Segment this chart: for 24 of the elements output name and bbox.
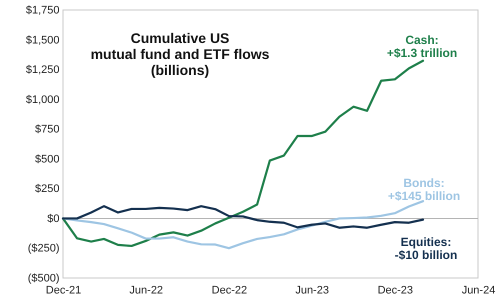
y-tick-label: ($500) [28,272,60,284]
series-label: Cash: [405,33,439,47]
y-tick-label: $0 [47,212,60,225]
x-tick-label: Jun-22 [129,284,164,296]
x-tick-label: Jun-24 [462,284,496,296]
y-tick-label: $750 [35,124,60,136]
x-tick-label: Dec-22 [212,284,248,296]
y-tick-label: $250 [35,183,60,196]
series-label: Bonds: [403,176,445,190]
y-tick-label: $1,250 [26,64,60,76]
text: Cumulative US mutual fund and ETF flows (billions) [90,30,270,78]
line-series [62,205,424,229]
y-tick-label: $1,000 [26,94,60,106]
y-tick-label: $1,500 [26,34,60,46]
y-tick-label: $500 [35,153,60,166]
series-label: Equities: [400,235,452,249]
y-tick-label: ($250) [28,242,60,255]
annotation: +$145 billion [388,189,460,203]
annotation: +$1.3 trillion [386,46,458,60]
x-tick-label: Dec-21 [46,284,82,296]
y-tick-label: $1,750 [26,4,60,16]
x-tick-label: Dec-23 [378,284,414,296]
annotation: -$10 billion [394,248,458,262]
x-tick-label: Jun-23 [295,284,329,296]
